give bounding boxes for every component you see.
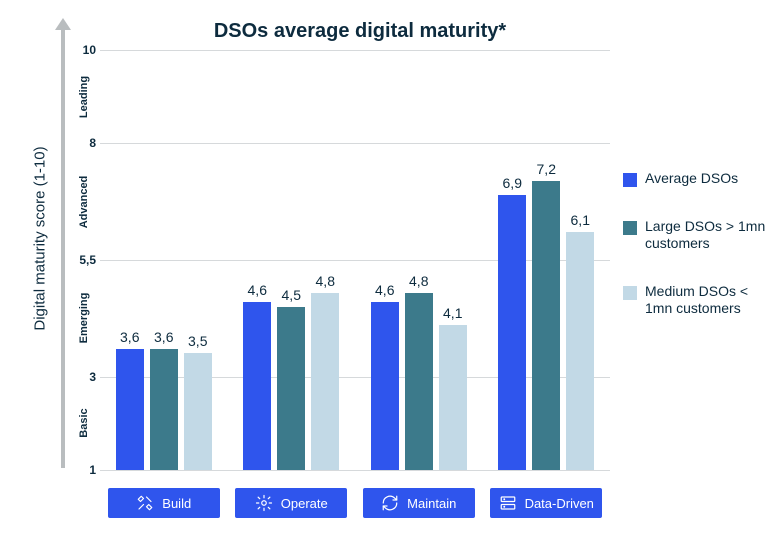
legend: Average DSOs Large DSOs > 1mn customers Me… [623, 170, 773, 348]
category-label: Data-Driven [525, 496, 594, 511]
bar [371, 302, 399, 470]
tools-icon [136, 494, 154, 512]
bar [277, 307, 305, 470]
legend-label: Medium DSOs < 1mn customers [645, 283, 773, 318]
chart-title: DSOs average digital maturity* [110, 20, 610, 43]
bar [566, 232, 594, 470]
bar [243, 302, 271, 470]
y-tick-label: 5,5 [74, 253, 96, 267]
gridline [100, 470, 610, 471]
bar-value-label: 7,2 [526, 161, 566, 177]
bar-value-label: 4,5 [271, 287, 311, 303]
bar-value-label: 3,5 [178, 333, 218, 349]
y-tick-label: 8 [74, 136, 96, 150]
bar [150, 349, 178, 470]
category-pill-operate: Operate [235, 488, 347, 518]
category-pill-maintain: Maintain [363, 488, 475, 518]
y-band-label: Advanced [78, 162, 90, 242]
legend-swatch [623, 173, 637, 187]
y-tick-label: 3 [74, 370, 96, 384]
legend-swatch [623, 286, 637, 300]
bar [311, 293, 339, 470]
category-label: Build [162, 496, 191, 511]
bar [439, 325, 467, 470]
gear-icon [255, 494, 273, 512]
server-icon [499, 494, 517, 512]
y-tick-label: 1 [74, 463, 96, 477]
category-pill-data: Data-Driven [490, 488, 602, 518]
bar-group-maintain: 4,64,84,1Maintain [371, 50, 467, 470]
bar [116, 349, 144, 470]
y-axis-label: Digital maturity score (1-10) [32, 109, 49, 369]
category-label: Maintain [407, 496, 456, 511]
bar-group-data: 6,97,26,1Data-Driven [498, 50, 594, 470]
y-band-label: Basic [78, 383, 90, 463]
chart-container: DSOs average digital maturity* Digital m… [0, 0, 783, 535]
y-band-label: Leading [78, 57, 90, 137]
legend-label: Large DSOs > 1mn customers [645, 218, 773, 253]
bar-value-label: 4,8 [305, 273, 345, 289]
bar-value-label: 6,9 [492, 175, 532, 191]
bar-group-operate: 4,64,54,8Operate [243, 50, 339, 470]
bar-group-build: 3,63,63,5Build [116, 50, 212, 470]
bar-value-label: 4,8 [399, 273, 439, 289]
legend-item: Large DSOs > 1mn customers [623, 218, 773, 253]
legend-item: Medium DSOs < 1mn customers [623, 283, 773, 318]
category-label: Operate [281, 496, 328, 511]
category-pill-build: Build [108, 488, 220, 518]
bar-value-label: 6,1 [560, 212, 600, 228]
bar [498, 195, 526, 470]
refresh-icon [381, 494, 399, 512]
y-tick-label: 10 [74, 43, 96, 57]
bar [532, 181, 560, 470]
bar-value-label: 4,1 [433, 305, 473, 321]
y-band-label: Emerging [78, 278, 90, 358]
y-axis-arrow [58, 18, 68, 468]
legend-swatch [623, 221, 637, 235]
bar [184, 353, 212, 470]
bar [405, 293, 433, 470]
plot-area: 135,5810BasicEmergingAdvancedLeading3,63… [100, 50, 610, 470]
legend-label: Average DSOs [645, 170, 738, 188]
legend-item: Average DSOs [623, 170, 773, 188]
